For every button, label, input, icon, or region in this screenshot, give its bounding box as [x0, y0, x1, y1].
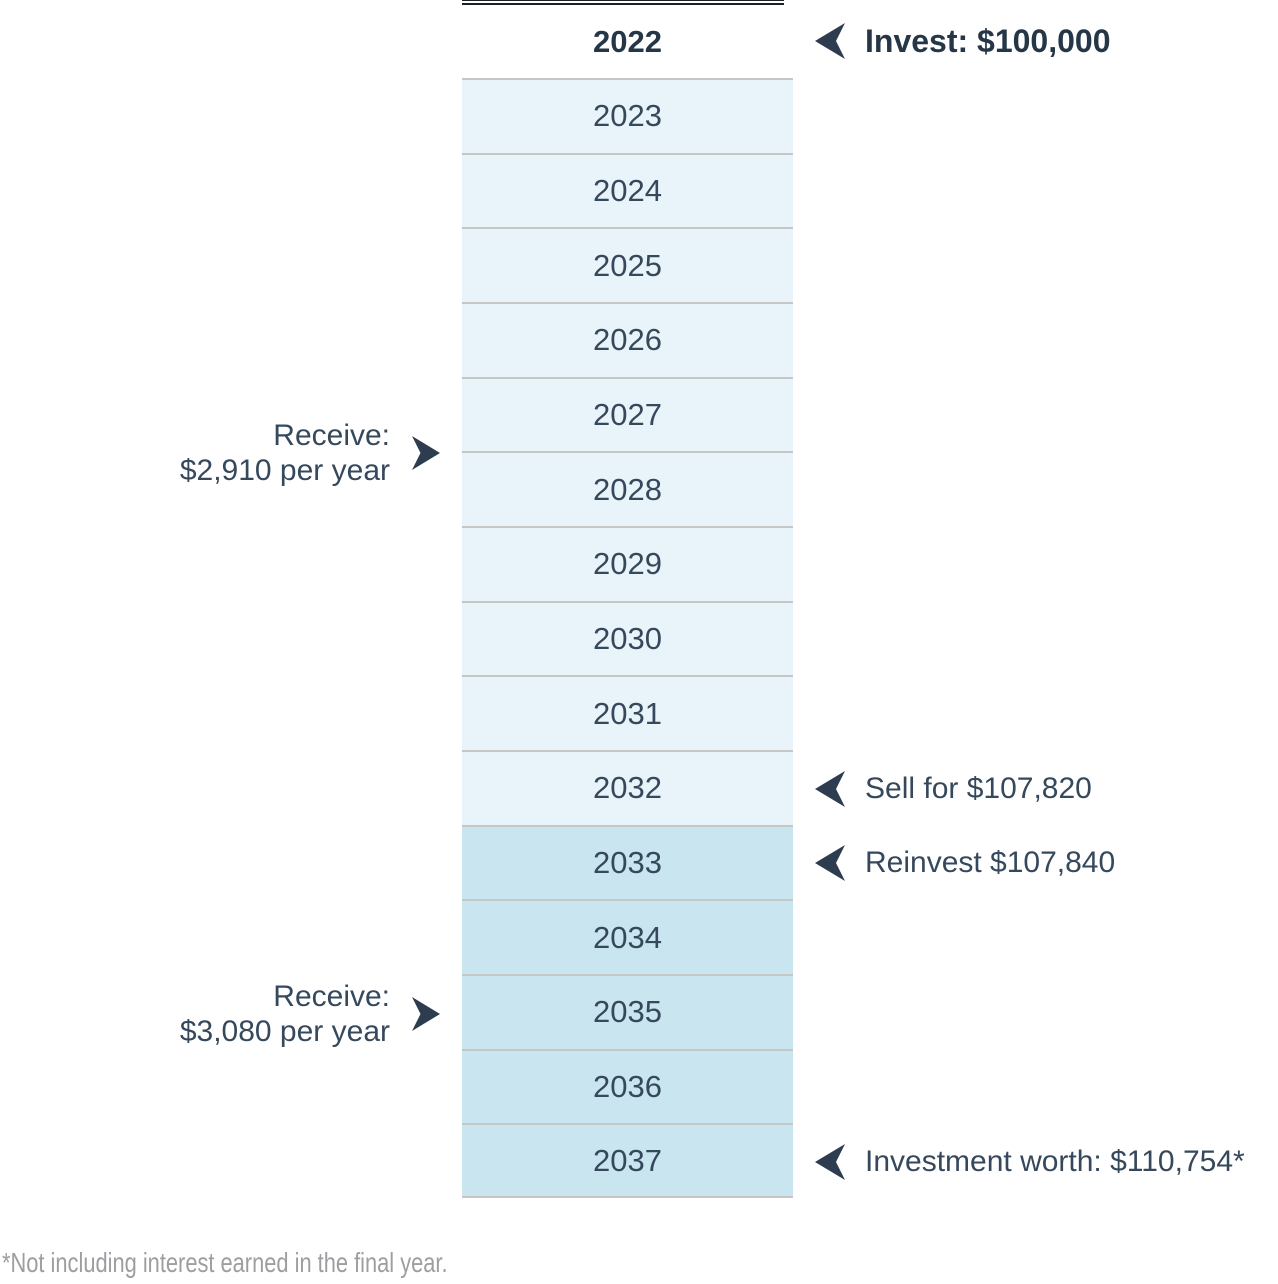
table-row: 2024 [462, 152, 793, 228]
arrow-left-icon [815, 771, 845, 807]
table-row: 2031 [462, 675, 793, 750]
annotation-invest-label: Invest: $100,000 [865, 22, 1111, 59]
table-row: 2025 [462, 227, 793, 302]
table-row: 2030 [462, 600, 793, 676]
year-label: 2033 [593, 844, 662, 880]
table-row: 2037 [462, 1123, 793, 1198]
arrow-left-icon [815, 23, 845, 59]
table-row: 2036 [462, 1048, 793, 1124]
annotation-receive-second-text: Receive: $3,080 per year [180, 979, 390, 1049]
table-row: 2028 [462, 451, 793, 526]
annotation-receive-first-text: Receive: $2,910 per year [180, 418, 390, 488]
annotation-line: Receive: [273, 980, 390, 1013]
year-rows: 2023 2024 2025 2026 2027 2028 2029 2030 … [462, 78, 793, 1198]
year-label: 2036 [593, 1068, 662, 1104]
year-label: 2026 [593, 322, 662, 358]
annotation-line: Receive: [273, 419, 390, 452]
table-row: 2026 [462, 301, 793, 377]
table-row: 2027 [462, 376, 793, 452]
annotation-sell: Sell for $107,820 [815, 759, 1092, 819]
year-label: 2025 [593, 247, 662, 283]
table-row: 2035 [462, 973, 793, 1049]
annotation-line: $3,080 per year [179, 1015, 390, 1048]
year-label: 2027 [593, 396, 662, 432]
annotation-receive-first: Receive: $2,910 per year [0, 403, 440, 503]
arrow-right-icon [412, 997, 440, 1031]
year-header-label: 2022 [593, 23, 662, 59]
year-label: 2034 [593, 919, 662, 955]
year-label: 2035 [593, 994, 662, 1030]
footnote: *Not including interest earned in the fi… [2, 1247, 448, 1278]
arrow-right-icon [412, 436, 440, 470]
arrow-left-icon [815, 1144, 845, 1180]
year-label: 2028 [593, 471, 662, 507]
year-label: 2037 [593, 1142, 662, 1178]
year-label: 2023 [593, 98, 662, 134]
table-row: 2023 [462, 78, 793, 153]
table-row: 2032 [462, 749, 793, 825]
year-label: 2030 [593, 620, 662, 656]
year-label: 2031 [593, 695, 662, 731]
annotation-reinvest: Reinvest $107,840 [815, 833, 1115, 893]
year-label: 2029 [593, 546, 662, 582]
year-label: 2032 [593, 770, 662, 806]
table-row: 2034 [462, 899, 793, 974]
annotation-sell-label: Sell for $107,820 [865, 772, 1092, 805]
annotation-line: $2,910 per year [179, 454, 390, 487]
annotation-worth-label: Investment worth: $110,754* [865, 1145, 1245, 1178]
year-header-row: 2022 [462, 5, 793, 78]
annotation-receive-second: Receive: $3,080 per year [0, 964, 440, 1064]
arrow-left-icon [815, 845, 845, 881]
annotation-invest: Invest: $100,000 [815, 11, 1111, 71]
annotation-reinvest-label: Reinvest $107,840 [865, 846, 1116, 879]
annotation-worth: Investment worth: $110,754* [815, 1132, 1245, 1192]
year-label: 2024 [593, 172, 662, 208]
table-row: 2033 [462, 824, 793, 900]
table-row: 2029 [462, 525, 793, 601]
year-column: 2022 2023 2024 2025 2026 2027 2028 2029 … [462, 0, 793, 1198]
table-top-rule [462, 0, 784, 5]
